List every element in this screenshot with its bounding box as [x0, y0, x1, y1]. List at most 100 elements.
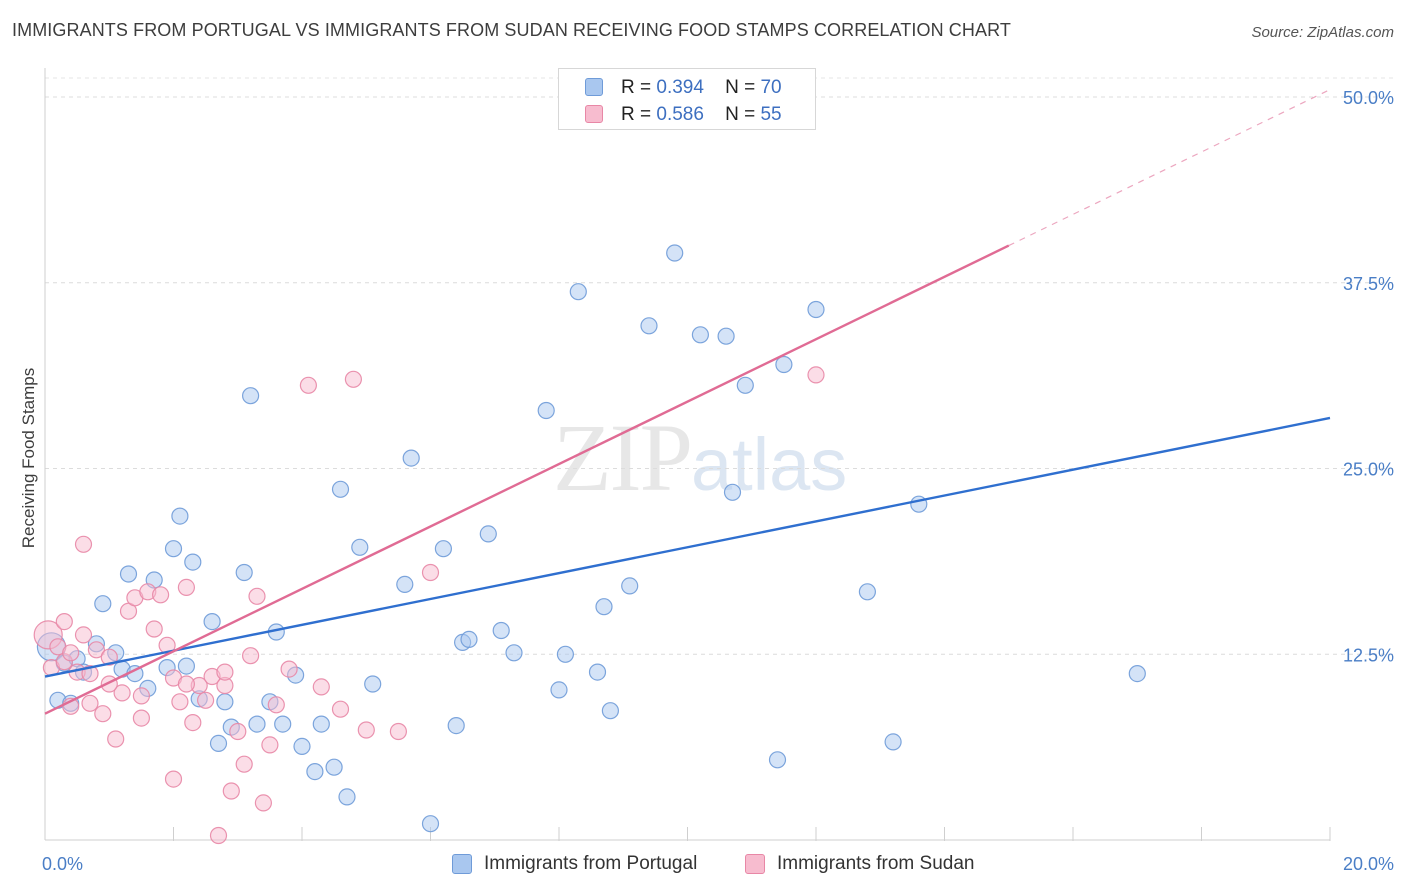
y-tick-label: 25.0% — [1343, 460, 1394, 480]
portugal-point — [306, 762, 324, 781]
portugal-point — [171, 507, 189, 525]
correlation-legend: R = 0.394 N = 70 R = 0.586 N = 55 — [558, 68, 816, 130]
portugal-point — [858, 583, 877, 601]
sudan-point — [807, 366, 825, 384]
n-label: N = — [725, 77, 756, 98]
sudan-point — [216, 663, 234, 681]
sudan-point — [145, 620, 163, 638]
sudan-point — [62, 644, 80, 662]
portugal-point — [723, 483, 742, 501]
portugal-point — [274, 715, 292, 733]
sudan-point — [229, 722, 247, 741]
portugal-point — [119, 565, 138, 583]
trend-lines — [44, 89, 1331, 715]
portugal-point — [666, 244, 684, 262]
sudan-point — [331, 700, 350, 718]
sudan-point — [107, 730, 125, 748]
portugal-point — [434, 540, 452, 558]
sudan-point — [132, 709, 150, 727]
portugal-point — [325, 758, 343, 776]
sudan-point — [152, 586, 170, 604]
sudan-point — [184, 713, 202, 732]
portugal-point — [203, 612, 221, 631]
sudan-point — [254, 794, 272, 812]
sudan-point — [132, 687, 150, 705]
data-points — [33, 244, 1146, 845]
n-label: N = — [725, 104, 756, 125]
sudan-point — [87, 641, 106, 659]
sudan-point — [94, 705, 112, 723]
portugal-point — [94, 595, 112, 613]
portugal-legend-label: Immigrants from Portugal — [484, 853, 698, 874]
portugal-trend-line — [44, 416, 1331, 678]
portugal-point — [184, 553, 202, 571]
portugal-point — [421, 815, 440, 833]
sudan-point — [389, 722, 407, 741]
sudan-point — [177, 578, 195, 597]
portugal-point — [601, 702, 620, 720]
portugal-point — [396, 575, 414, 594]
n-value-sudan: 55 — [760, 104, 782, 125]
portugal-point — [460, 630, 478, 649]
portugal-point — [177, 657, 195, 675]
portugal-point — [556, 645, 575, 663]
portugal-point — [242, 387, 260, 405]
sudan-point — [100, 648, 118, 666]
sudan-trend-extension — [1008, 89, 1331, 247]
portugal-point — [691, 326, 710, 344]
sudan-point — [235, 755, 253, 773]
sudan-point — [299, 376, 317, 394]
r-value-sudan: 0.586 — [656, 104, 704, 125]
portugal-point — [492, 621, 510, 640]
portugal-point — [505, 644, 523, 662]
sudan-point — [74, 535, 93, 553]
portugal-point — [209, 734, 228, 753]
sudan-legend-label: Immigrants from Sudan — [777, 853, 975, 874]
sudan-point — [74, 626, 93, 644]
watermark-atlas: atlas — [691, 423, 848, 506]
r-value-portugal: 0.394 — [656, 77, 704, 98]
y-tick-label: 37.5% — [1343, 274, 1394, 294]
portugal-point — [884, 733, 902, 751]
portugal-point — [1128, 664, 1146, 683]
portugal-point — [331, 480, 350, 498]
portugal-point — [621, 577, 639, 595]
portugal-point — [338, 788, 356, 806]
n-value-portugal: 70 — [760, 77, 782, 98]
sudan-point — [164, 770, 183, 788]
portugal-point — [640, 317, 658, 335]
portugal-point — [807, 300, 825, 319]
r-label: R = — [621, 104, 652, 125]
y-tick-label: 12.5% — [1343, 645, 1394, 665]
portugal-point — [216, 693, 234, 711]
y-tick-label: 50.0% — [1343, 88, 1394, 108]
portugal-point — [595, 598, 613, 616]
sudan-point — [113, 684, 131, 702]
sudan-point — [248, 587, 266, 605]
portugal-point — [569, 283, 587, 301]
sudan-point — [55, 612, 73, 631]
sudan-point — [197, 691, 215, 709]
sudan-point — [312, 678, 330, 696]
sudan-point — [171, 693, 189, 711]
portugal-point — [312, 715, 330, 733]
sudan-trend-line — [44, 244, 1010, 715]
portugal-point — [768, 751, 787, 769]
portugal-point — [351, 538, 369, 556]
sudan-point — [81, 664, 99, 683]
legend-text-portugal: R = 0.394 N = 70 — [621, 77, 782, 99]
portugal-point — [537, 401, 555, 420]
sudan-point — [81, 694, 99, 712]
sudan-point — [267, 696, 285, 714]
sudan-point — [177, 675, 195, 693]
portugal-point — [588, 663, 607, 681]
tick-labels: 12.5% 25.0% 37.5% 50.0% 0.0% 20.0% — [42, 88, 1394, 874]
portugal-point — [717, 327, 735, 345]
sudan-point — [344, 370, 362, 388]
portugal-point — [248, 715, 266, 733]
portugal-point — [479, 525, 497, 543]
chart-title: IMMIGRANTS FROM PORTUGAL VS IMMIGRANTS F… — [12, 20, 1011, 40]
r-label: R = — [621, 77, 652, 98]
portugal-legend-swatch — [452, 854, 472, 874]
portugal-swatch — [585, 78, 603, 96]
